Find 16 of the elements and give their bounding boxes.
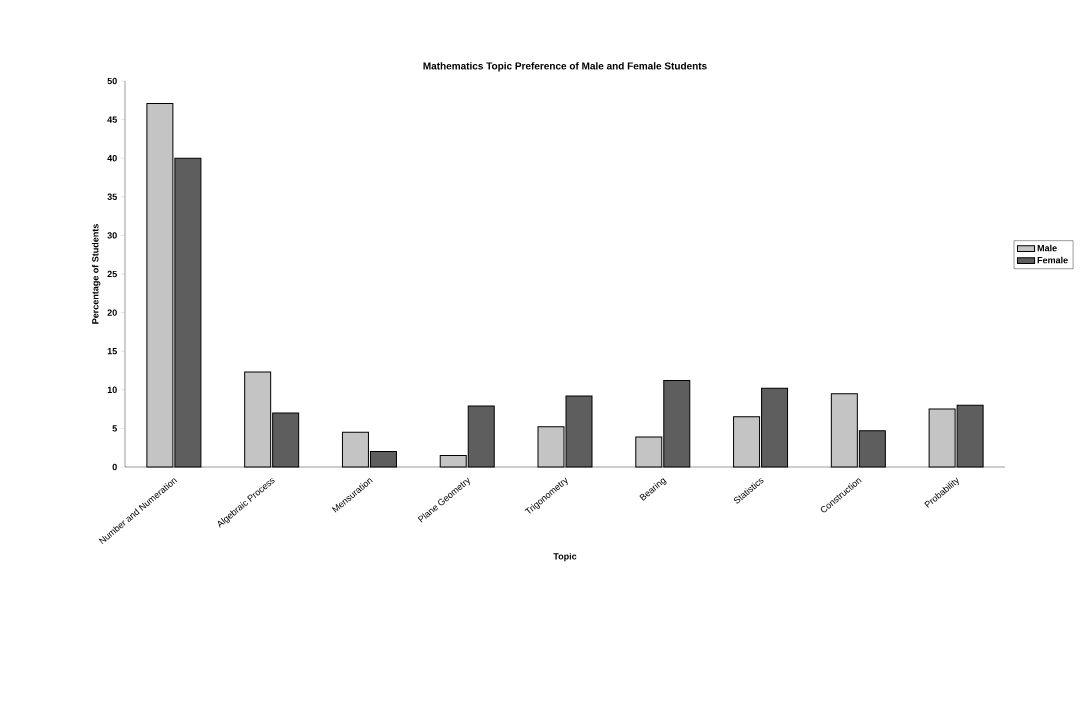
y-tick-label: 30 xyxy=(107,232,117,239)
y-tick-label: 35 xyxy=(107,193,117,200)
chart-title: Mathematics Topic Preference of Male and Female Students xyxy=(423,62,707,72)
y-tick-label: 5 xyxy=(112,425,117,432)
y-tick-label: 25 xyxy=(107,270,117,278)
y-tick-label: 20 xyxy=(107,309,117,316)
y-axis-title: Percentage of Students xyxy=(91,224,101,324)
y-tick-label: 40 xyxy=(107,155,117,162)
y-tick-label: 10 xyxy=(107,386,117,393)
y-tick-label: 15 xyxy=(107,348,117,355)
legend-label: Female xyxy=(1037,256,1068,264)
y-tick-label: 50 xyxy=(107,77,117,85)
y-tick-label: 45 xyxy=(107,116,117,123)
legend-label: Male xyxy=(1037,244,1057,252)
y-tick-label: 0 xyxy=(112,463,117,471)
x-axis-title: Topic xyxy=(553,552,577,562)
